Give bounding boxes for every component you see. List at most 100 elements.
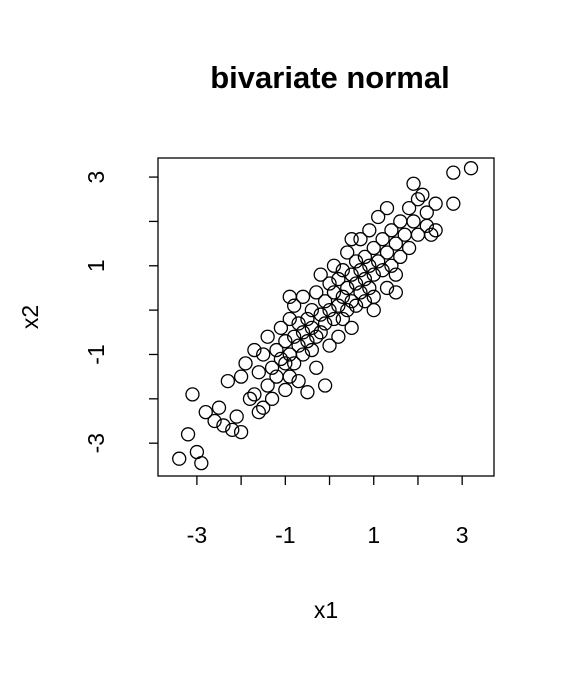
point [295, 347, 311, 362]
point [317, 294, 333, 309]
point [375, 232, 390, 247]
point [331, 329, 346, 344]
point [379, 280, 395, 296]
point [322, 302, 337, 318]
point [309, 360, 324, 375]
x-axis-label: x1 [314, 597, 338, 623]
point [317, 316, 333, 331]
point [326, 258, 342, 273]
point [287, 329, 302, 344]
point [410, 192, 426, 207]
point [264, 391, 280, 406]
point [251, 404, 266, 420]
point [463, 161, 479, 176]
x-tick-label: -3 [187, 522, 207, 548]
point [326, 285, 342, 300]
point [256, 400, 271, 415]
point [424, 227, 439, 242]
point [335, 263, 350, 278]
point [247, 342, 262, 358]
y-axis-label: x2 [17, 305, 43, 329]
x-tick-label: 1 [367, 522, 380, 548]
point [388, 285, 404, 300]
point [446, 165, 461, 180]
point [419, 205, 434, 220]
point [238, 356, 253, 371]
point [242, 391, 258, 406]
point [313, 325, 328, 340]
point [260, 378, 275, 393]
point [269, 342, 284, 358]
point [406, 176, 421, 191]
y-tick-label: 1 [83, 259, 109, 272]
point [185, 387, 200, 402]
point [366, 302, 381, 318]
point [300, 334, 315, 349]
x-tick-label: -1 [275, 522, 295, 548]
point [428, 223, 443, 238]
point [216, 418, 231, 433]
point [282, 369, 297, 384]
point [233, 369, 249, 384]
point [207, 413, 222, 429]
point [180, 427, 196, 442]
point [415, 187, 430, 202]
point [401, 240, 417, 256]
point [198, 404, 213, 420]
point [304, 302, 320, 318]
y-tick-label: 3 [83, 171, 109, 184]
point [371, 209, 386, 225]
point [282, 289, 297, 304]
point [357, 271, 373, 287]
point [344, 320, 359, 336]
point [278, 356, 293, 371]
plot-box [157, 157, 495, 477]
point [340, 302, 355, 318]
point [375, 263, 390, 278]
point [309, 285, 324, 300]
point [366, 267, 381, 282]
point [256, 347, 271, 362]
point [384, 223, 399, 238]
point [225, 422, 240, 438]
point [344, 267, 359, 282]
point [406, 214, 421, 229]
point [273, 351, 289, 367]
point [313, 307, 328, 322]
point [388, 267, 404, 282]
point [348, 276, 364, 291]
point [317, 378, 333, 393]
point [401, 200, 417, 216]
point [362, 223, 377, 238]
point [353, 263, 368, 278]
point [357, 249, 373, 265]
point [264, 360, 280, 375]
point [291, 338, 306, 353]
point [340, 280, 355, 296]
chart-title: bivariate normal [210, 60, 449, 95]
point [287, 356, 302, 371]
point [384, 258, 399, 273]
point [233, 424, 249, 440]
point [300, 385, 315, 400]
point [362, 280, 377, 296]
point [251, 365, 266, 380]
point [348, 298, 364, 313]
point [247, 387, 262, 402]
point [428, 196, 443, 211]
x-tick-label: 3 [456, 522, 469, 548]
point [335, 289, 350, 304]
point [260, 329, 275, 344]
point [172, 451, 187, 466]
point [194, 455, 209, 471]
point [357, 294, 373, 309]
point [300, 311, 315, 327]
point [371, 254, 386, 269]
point [353, 232, 368, 247]
point [340, 245, 355, 260]
point [229, 409, 244, 424]
point [331, 298, 346, 313]
point [388, 236, 404, 251]
point [331, 271, 346, 287]
